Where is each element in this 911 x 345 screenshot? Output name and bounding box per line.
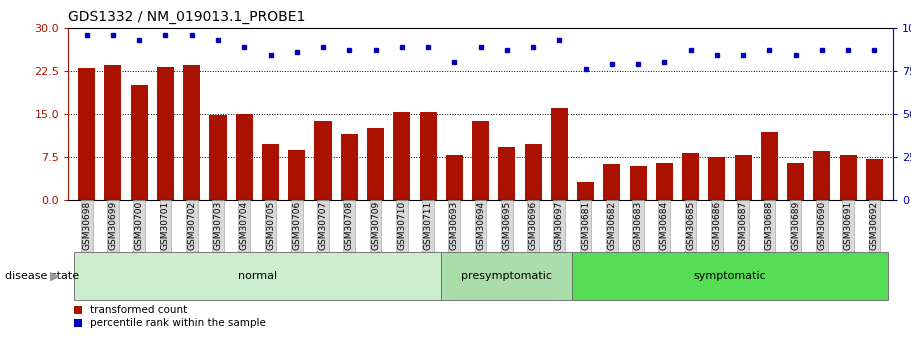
Bar (551, 108, 568, 200)
Text: GSM30705: GSM30705 (266, 201, 275, 250)
Text: GDS1332 / NM_019013.1_PROBE1: GDS1332 / NM_019013.1_PROBE1 (68, 10, 306, 24)
Text: GSM30708: GSM30708 (344, 201, 353, 250)
Bar (78, 68, 96, 200)
Text: GSM30704: GSM30704 (240, 201, 249, 250)
Bar (572, 252, 887, 300)
Bar (130, 85, 148, 200)
Bar (630, 166, 647, 200)
Text: GSM30709: GSM30709 (371, 201, 380, 250)
Legend: transformed count, percentile rank within the sample: transformed count, percentile rank withi… (74, 305, 266, 328)
Text: GSM30684: GSM30684 (660, 201, 669, 250)
Bar (341, 134, 358, 200)
Bar (709, 157, 725, 200)
Text: GSM30689: GSM30689 (791, 201, 800, 250)
Bar (498, 147, 516, 200)
Text: GSM30682: GSM30682 (608, 201, 617, 250)
Text: GSM30685: GSM30685 (686, 201, 695, 250)
Text: GSM30700: GSM30700 (135, 201, 144, 250)
Bar (183, 65, 200, 200)
Text: GSM30711: GSM30711 (424, 201, 433, 250)
Text: GSM30698: GSM30698 (82, 201, 91, 250)
Text: GSM30707: GSM30707 (319, 201, 328, 250)
Bar (865, 159, 883, 200)
Text: presymptomatic: presymptomatic (461, 271, 552, 281)
Text: normal: normal (238, 271, 277, 281)
Text: GSM30695: GSM30695 (502, 201, 511, 250)
Text: GSM30701: GSM30701 (161, 201, 170, 250)
Bar (445, 155, 463, 200)
Text: disease state: disease state (5, 271, 78, 281)
Text: GSM30706: GSM30706 (292, 201, 302, 250)
Bar (840, 155, 856, 200)
Text: GSM30710: GSM30710 (397, 201, 406, 250)
Bar (210, 115, 227, 200)
Text: GSM30688: GSM30688 (765, 201, 773, 250)
Bar (814, 151, 831, 200)
Bar (394, 112, 410, 200)
Bar (734, 155, 752, 200)
Bar (441, 252, 572, 300)
Bar (419, 112, 436, 200)
Bar (314, 121, 332, 200)
Bar (472, 121, 489, 200)
Text: symptomatic: symptomatic (693, 271, 766, 281)
Text: GSM30686: GSM30686 (712, 201, 722, 250)
Text: GSM30687: GSM30687 (739, 201, 748, 250)
Text: GSM30703: GSM30703 (213, 201, 222, 250)
Text: GSM30697: GSM30697 (555, 201, 564, 250)
Bar (105, 65, 121, 200)
Bar (288, 149, 305, 200)
Text: GSM30693: GSM30693 (450, 201, 459, 250)
Bar (262, 144, 279, 200)
Bar (656, 163, 673, 200)
Bar (761, 132, 778, 200)
Text: GSM30681: GSM30681 (581, 201, 590, 250)
Text: GSM30696: GSM30696 (528, 201, 537, 250)
Text: GSM30690: GSM30690 (817, 201, 826, 250)
Bar (577, 182, 594, 200)
Text: ▶: ▶ (50, 269, 59, 283)
Text: GSM30691: GSM30691 (844, 201, 853, 250)
Bar (682, 153, 699, 200)
Bar (525, 144, 542, 200)
Bar (157, 67, 174, 200)
Bar (787, 163, 804, 200)
Bar (603, 164, 620, 200)
Bar (367, 128, 384, 200)
Text: GSM30694: GSM30694 (476, 201, 485, 250)
Bar (236, 115, 252, 200)
Text: GSM30702: GSM30702 (188, 201, 196, 250)
Bar (74, 252, 441, 300)
Text: GSM30699: GSM30699 (108, 201, 118, 250)
Text: GSM30683: GSM30683 (633, 201, 642, 250)
Text: GSM30692: GSM30692 (870, 201, 879, 250)
